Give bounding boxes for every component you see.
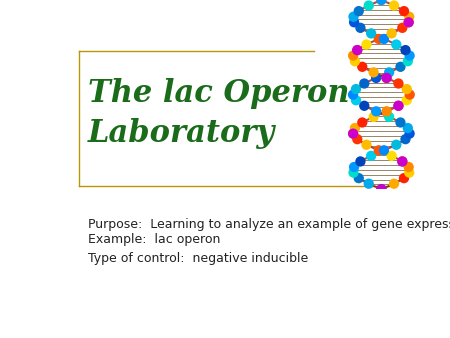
Point — [386, 114, 393, 120]
Point — [378, 187, 385, 192]
Point — [354, 47, 361, 53]
Point — [405, 14, 413, 19]
Point — [405, 170, 413, 175]
Point — [378, 187, 385, 192]
Point — [351, 125, 359, 131]
Point — [365, 3, 372, 8]
Point — [393, 142, 400, 147]
Point — [383, 75, 390, 81]
Point — [352, 97, 360, 103]
Point — [400, 8, 408, 14]
Text: Example:  lac operon
Type of control:  negative inducible: Example: lac operon Type of control: neg… — [88, 233, 308, 265]
Point — [404, 125, 411, 131]
Point — [361, 103, 368, 108]
Point — [386, 70, 393, 75]
Point — [406, 53, 413, 58]
Point — [359, 64, 366, 70]
Point — [350, 170, 357, 175]
Point — [350, 14, 357, 19]
Point — [393, 42, 400, 47]
Point — [378, 0, 385, 3]
Point — [403, 97, 410, 103]
Point — [403, 87, 410, 92]
Point — [399, 159, 406, 164]
Point — [350, 131, 357, 136]
Point — [370, 114, 377, 120]
Point — [349, 92, 356, 97]
Point — [406, 92, 414, 97]
Point — [400, 175, 408, 181]
Point — [397, 120, 404, 125]
Point — [352, 87, 360, 92]
Point — [359, 120, 366, 125]
Point — [380, 148, 387, 153]
Point — [391, 3, 398, 8]
Point — [388, 153, 395, 159]
Point — [363, 42, 370, 47]
Point — [375, 148, 382, 153]
Point — [397, 64, 404, 70]
Point — [357, 159, 364, 164]
Point — [354, 137, 361, 142]
Point — [405, 20, 412, 25]
Point — [373, 108, 380, 114]
Point — [351, 20, 358, 25]
Point — [402, 47, 409, 53]
Point — [351, 164, 358, 170]
Point — [405, 20, 412, 25]
Point — [405, 164, 412, 170]
Point — [388, 31, 395, 36]
Point — [404, 58, 411, 64]
Point — [383, 75, 390, 81]
Point — [395, 81, 402, 86]
Point — [378, 187, 385, 192]
Point — [350, 131, 357, 136]
Point — [355, 175, 362, 181]
Text: The lac Operon
Laboratory: The lac Operon Laboratory — [88, 78, 349, 149]
Point — [373, 75, 380, 81]
Point — [402, 137, 409, 142]
Text: Purpose:  Learning to analyze an example of gene expression: Purpose: Learning to analyze an example … — [88, 218, 450, 231]
Point — [355, 8, 362, 14]
Point — [351, 58, 359, 64]
Point — [395, 103, 402, 108]
Point — [391, 181, 398, 187]
Point — [380, 36, 387, 42]
Point — [357, 25, 364, 30]
Point — [399, 159, 406, 164]
Point — [406, 131, 413, 136]
Point — [361, 81, 368, 86]
Point — [383, 108, 390, 114]
Point — [368, 31, 375, 36]
Point — [368, 153, 375, 159]
Point — [363, 142, 370, 147]
Point — [365, 181, 372, 187]
Point — [375, 36, 382, 42]
Point — [378, 0, 385, 3]
Point — [354, 47, 361, 53]
Point — [350, 53, 357, 58]
Point — [395, 103, 402, 108]
Point — [399, 25, 406, 30]
Point — [370, 70, 377, 75]
